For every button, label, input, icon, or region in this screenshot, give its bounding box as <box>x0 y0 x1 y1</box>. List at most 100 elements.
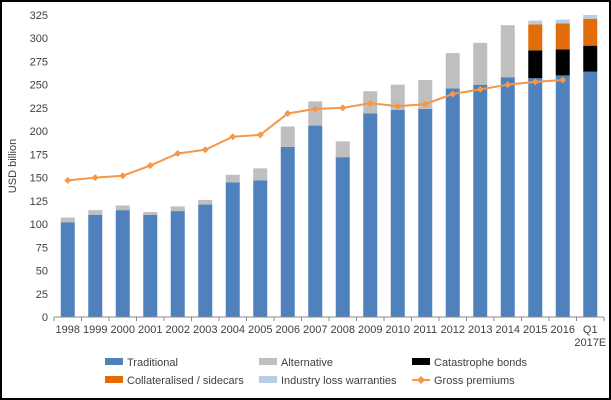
x-tick-label: 1998 <box>56 324 80 336</box>
x-tick-label: 2008 <box>331 324 355 336</box>
bar-segment-alternative-2012 <box>445 53 460 89</box>
x-tick-label: 2015 <box>523 324 547 336</box>
x-tick-label: 2011 <box>413 324 437 336</box>
x-axis: 1998 1999 2000 2001 2002 2003 2004 2005 2006 2007… <box>53 316 606 349</box>
bar-segment-alternative-2000 <box>115 205 130 211</box>
line-marker-gross-premiums <box>119 172 127 180</box>
y-axis: 0 25 50 75 100 125 150 175 200 225 250 275 300 325 <box>30 10 48 324</box>
bar-segment-alternative-1999 <box>88 210 103 215</box>
y-tick-label: 50 <box>36 266 48 278</box>
bar-segment-catastrophe-bonds-2016 <box>555 49 570 76</box>
y-tick-label: 325 <box>30 10 48 22</box>
bar-segment-alternative-1998 <box>60 217 75 223</box>
bar-segment-collateralised-sidecars-2015 <box>528 24 543 51</box>
legend-label-traditional: Traditional <box>127 357 178 369</box>
line-marker-gross-premiums <box>339 104 347 112</box>
bar-segment-traditional-1999 <box>88 214 103 317</box>
legend-swatch-catastrophe-bonds <box>412 358 430 365</box>
y-tick-label: 150 <box>30 173 48 185</box>
legend-swatch-traditional <box>105 358 123 365</box>
line-marker-gross-premiums <box>449 90 457 98</box>
bar-segment-alternative-2002 <box>170 206 185 212</box>
y-tick-label: 175 <box>30 149 48 161</box>
bar-segment-alternative-2006 <box>280 126 295 147</box>
y-tick-label: 25 <box>36 289 48 301</box>
legend-swatch-collateralised-sidecars <box>105 376 123 383</box>
bar-series <box>60 15 598 318</box>
bar-segment-catastrophe-bonds-q1-2017e <box>583 45 598 72</box>
y-tick-label: 275 <box>30 56 48 68</box>
y-tick-label: 300 <box>30 33 48 45</box>
line-series <box>64 76 567 184</box>
y-tick-label: 225 <box>30 103 48 115</box>
bar-segment-traditional-2000 <box>115 210 130 317</box>
bar-segment-traditional-2016 <box>555 75 570 318</box>
x-tick-label: 2000 <box>111 324 135 336</box>
y-tick-label: 250 <box>30 80 48 92</box>
bar-segment-traditional-2013 <box>473 84 488 317</box>
x-tick-label: 2006 <box>276 324 300 336</box>
line-marker-gross-premiums <box>64 176 72 184</box>
bar-segment-traditional-2004 <box>225 182 240 317</box>
bar-segment-traditional-2005 <box>253 180 268 317</box>
bar-segment-collateralised-sidecars-q1-2017e <box>583 18 598 46</box>
line-marker-gross-premiums <box>146 162 154 170</box>
legend-swatch-alternative <box>259 358 277 365</box>
y-axis-title: USD billion <box>7 139 19 193</box>
bar-segment-traditional-2002 <box>170 211 185 317</box>
line-marker-gross-premiums <box>256 131 264 139</box>
bar-segment-alternative-2008 <box>335 141 350 158</box>
line-marker-gross-premiums <box>201 146 209 154</box>
x-tick-label: 2016 <box>551 324 575 336</box>
line-marker-gross-premiums <box>559 76 567 84</box>
bar-segment-industry-loss-warranties-q1-2017e <box>583 15 598 19</box>
x-tick-label: 2010 <box>386 324 410 336</box>
legend: Traditional Alternative Catastrophe bonds C… <box>105 357 527 387</box>
x-tick-label: 2009 <box>358 324 382 336</box>
legend-label-catastrophe-bonds: Catastrophe bonds <box>434 357 527 369</box>
line-marker-gross-premiums <box>366 99 374 107</box>
bar-segment-collateralised-sidecars-2016 <box>555 23 570 50</box>
legend-swatch-industry-loss-warranties <box>259 376 277 383</box>
bar-segment-catastrophe-bonds-2015 <box>528 50 543 79</box>
line-marker-gross-premiums <box>394 102 402 110</box>
bar-segment-traditional-2011 <box>418 108 433 317</box>
line-marker-gross-premiums <box>91 174 99 182</box>
line-marker-gross-premiums <box>504 81 512 89</box>
legend-label-collateralised-sidecars: Collateralised / sidecars <box>127 375 244 387</box>
y-tick-label: 100 <box>30 219 48 231</box>
x-tick-label: 2004 <box>221 324 245 336</box>
line-marker-gross-premiums <box>284 109 292 117</box>
bar-segment-traditional-2008 <box>335 157 350 317</box>
bar-segment-traditional-1998 <box>60 222 75 317</box>
legend-label-gross-premiums: Gross premiums <box>434 375 515 387</box>
bar-segment-alternative-2010 <box>390 84 405 110</box>
x-tick-label: 2012 <box>441 324 465 336</box>
x-tick-label: 2013 <box>468 324 492 336</box>
line-marker-gross-premiums <box>531 78 539 86</box>
line-marker-gross-premiums <box>311 105 319 113</box>
bar-segment-alternative-2005 <box>253 168 268 181</box>
bar-segment-traditional-2001 <box>143 214 158 317</box>
bar-segment-traditional-2007 <box>308 125 323 317</box>
x-tick-label: 2007 <box>303 324 327 336</box>
bar-segment-alternative-2014 <box>500 25 515 78</box>
bar-segment-alternative-2013 <box>473 42 488 85</box>
bar-segment-traditional-2009 <box>363 113 378 317</box>
x-tick-label: 2005 <box>248 324 272 336</box>
bar-segment-alternative-2004 <box>225 174 240 183</box>
legend-label-alternative: Alternative <box>281 357 333 369</box>
line-marker-gross-premiums <box>476 85 484 93</box>
bar-segment-alternative-2003 <box>198 199 213 205</box>
x-tick-label: Q1 2017E <box>574 324 606 349</box>
line-marker-gross-premiums <box>421 100 429 108</box>
bar-segment-alternative-2011 <box>418 80 433 109</box>
y-tick-label: 0 <box>42 312 48 324</box>
x-tick-label: 1999 <box>83 324 107 336</box>
bar-segment-industry-loss-warranties-2015 <box>528 20 543 25</box>
bar-segment-alternative-2001 <box>143 211 158 215</box>
legend-label-industry-loss-warranties: Industry loss warranties <box>281 375 397 387</box>
y-tick-label: 200 <box>30 126 48 138</box>
